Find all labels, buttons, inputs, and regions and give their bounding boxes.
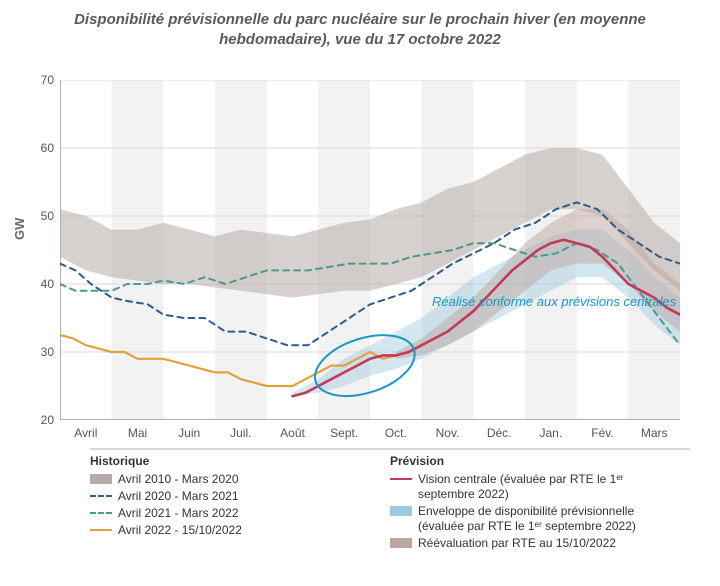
legend-col-forecast: Prévision Vision centrale (évaluée par R…	[390, 448, 690, 553]
x-tick: Jan.	[539, 426, 562, 440]
legend-label: Avril 2022 - 15/10/2022	[118, 523, 242, 538]
y-tick: 70	[41, 73, 54, 87]
y-tick: 50	[41, 209, 54, 223]
legend-swatch	[390, 538, 412, 548]
x-tick: Fév.	[591, 426, 613, 440]
x-tick: Oct.	[385, 426, 407, 440]
legend-head-forecast: Prévision	[390, 454, 690, 468]
legend-label: Avril 2020 - Mars 2021	[118, 489, 239, 504]
y-tick: 20	[41, 413, 54, 427]
legend-swatch	[390, 478, 412, 480]
legend-item: Réévaluation par RTE au 15/10/2022	[390, 536, 690, 551]
x-tick: Mars	[641, 426, 668, 440]
chart-container: Disponibilité prévisionnelle du parc nuc…	[0, 0, 720, 586]
legend-label: Vision centrale (évaluée par RTE le 1ᵉʳ …	[418, 472, 678, 502]
legend-swatch	[90, 495, 112, 497]
plot-area: Réalisé conforme aux prévisions centrale…	[60, 80, 680, 420]
legend-label: Avril 2010 - Mars 2020	[118, 472, 239, 487]
y-axis-label: GW	[12, 218, 27, 240]
x-tick: Août	[280, 426, 305, 440]
legend-item: Avril 2010 - Mars 2020	[90, 472, 390, 487]
legend-item: Avril 2021 - Mars 2022	[90, 506, 390, 521]
plot-svg	[60, 80, 680, 420]
chart-title: Disponibilité prévisionnelle du parc nuc…	[0, 0, 720, 49]
legend-label: Réévaluation par RTE au 15/10/2022	[418, 536, 616, 551]
legend-swatch	[90, 512, 112, 514]
legend-swatch	[90, 529, 112, 531]
x-tick: Déc.	[487, 426, 512, 440]
x-tick: Juin	[178, 426, 200, 440]
x-tick: Sept.	[330, 426, 358, 440]
legend: Historique Avril 2010 - Mars 2020 Avril 2…	[90, 448, 690, 553]
legend-item: Avril 2020 - Mars 2021	[90, 489, 390, 504]
legend-label: Enveloppe de disponibilité prévisionnell…	[418, 504, 678, 534]
legend-item: Avril 2022 - 15/10/2022	[90, 523, 390, 538]
legend-label: Avril 2021 - Mars 2022	[118, 506, 239, 521]
x-tick: Avril	[74, 426, 97, 440]
legend-swatch	[390, 506, 412, 516]
legend-item: Vision centrale (évaluée par RTE le 1ᵉʳ …	[390, 472, 690, 502]
x-tick: Juil.	[230, 426, 251, 440]
legend-col-historic: Historique Avril 2010 - Mars 2020 Avril 2…	[90, 448, 390, 553]
legend-item: Enveloppe de disponibilité prévisionnell…	[390, 504, 690, 534]
legend-head-historic: Historique	[90, 454, 390, 468]
x-tick: Mai	[128, 426, 147, 440]
x-tick: Nov.	[436, 426, 460, 440]
y-tick: 40	[41, 277, 54, 291]
legend-swatch	[90, 474, 112, 484]
annotation-text: Réalisé conforme aux prévisions centrale…	[432, 294, 676, 310]
y-tick: 30	[41, 345, 54, 359]
y-tick: 60	[41, 141, 54, 155]
